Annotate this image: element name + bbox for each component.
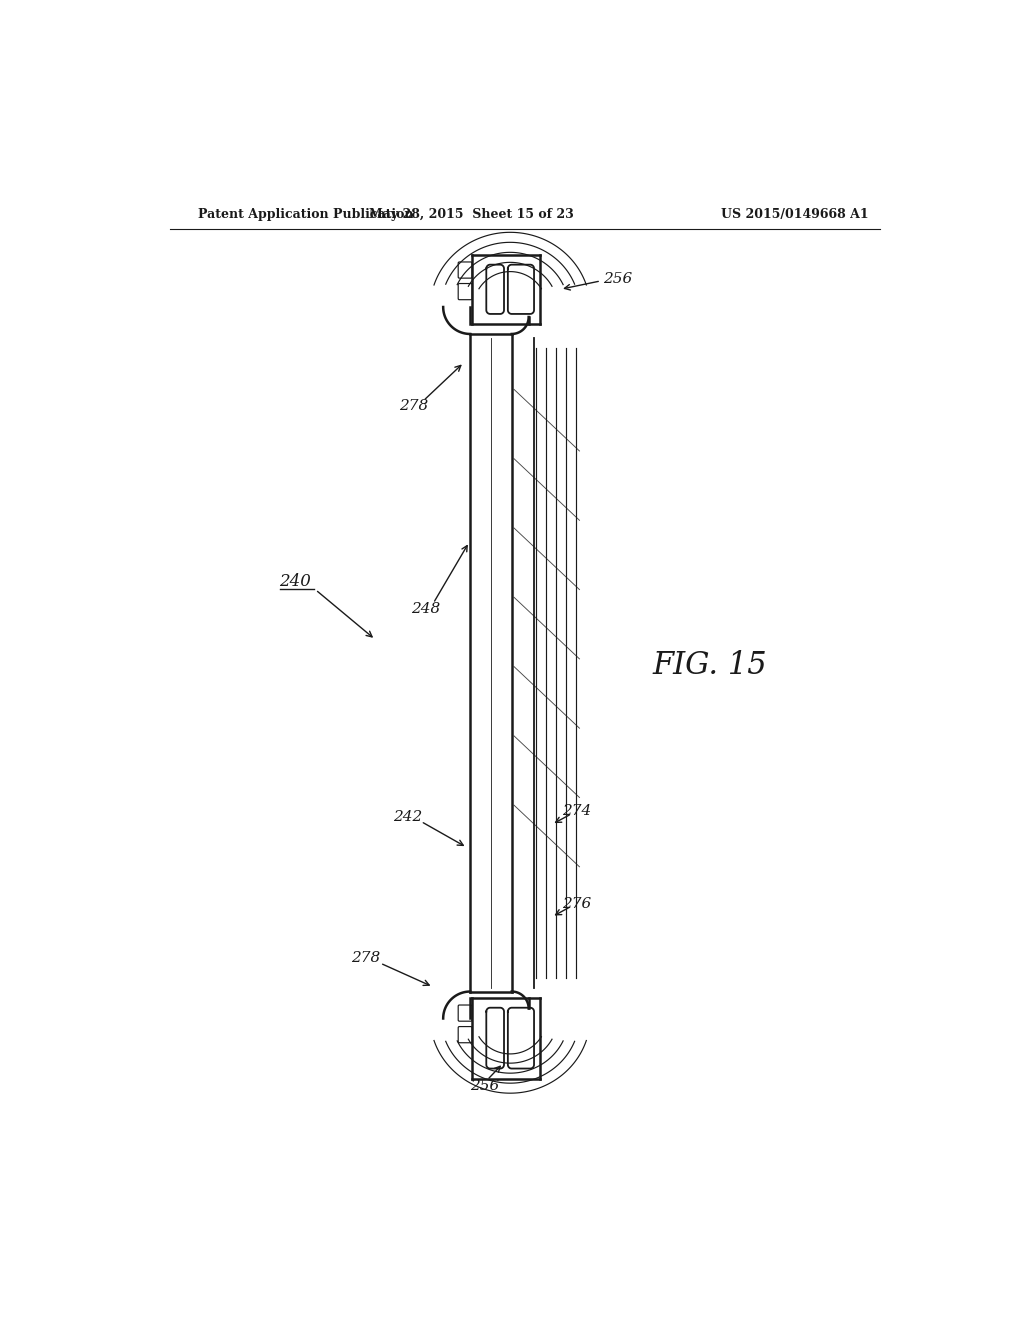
Text: 278: 278 <box>351 950 381 965</box>
Text: 256: 256 <box>470 1080 500 1093</box>
Text: 248: 248 <box>411 602 440 616</box>
Text: Patent Application Publication: Patent Application Publication <box>199 209 414 222</box>
Text: 256: 256 <box>602 272 632 286</box>
Text: FIG. 15: FIG. 15 <box>652 649 767 681</box>
Text: 240: 240 <box>279 573 310 590</box>
Text: 278: 278 <box>399 400 429 413</box>
Text: US 2015/0149668 A1: US 2015/0149668 A1 <box>721 209 868 222</box>
Text: 276: 276 <box>562 896 592 911</box>
Text: 274: 274 <box>562 804 592 818</box>
Text: May 28, 2015  Sheet 15 of 23: May 28, 2015 Sheet 15 of 23 <box>370 209 574 222</box>
Text: 242: 242 <box>393 809 422 824</box>
